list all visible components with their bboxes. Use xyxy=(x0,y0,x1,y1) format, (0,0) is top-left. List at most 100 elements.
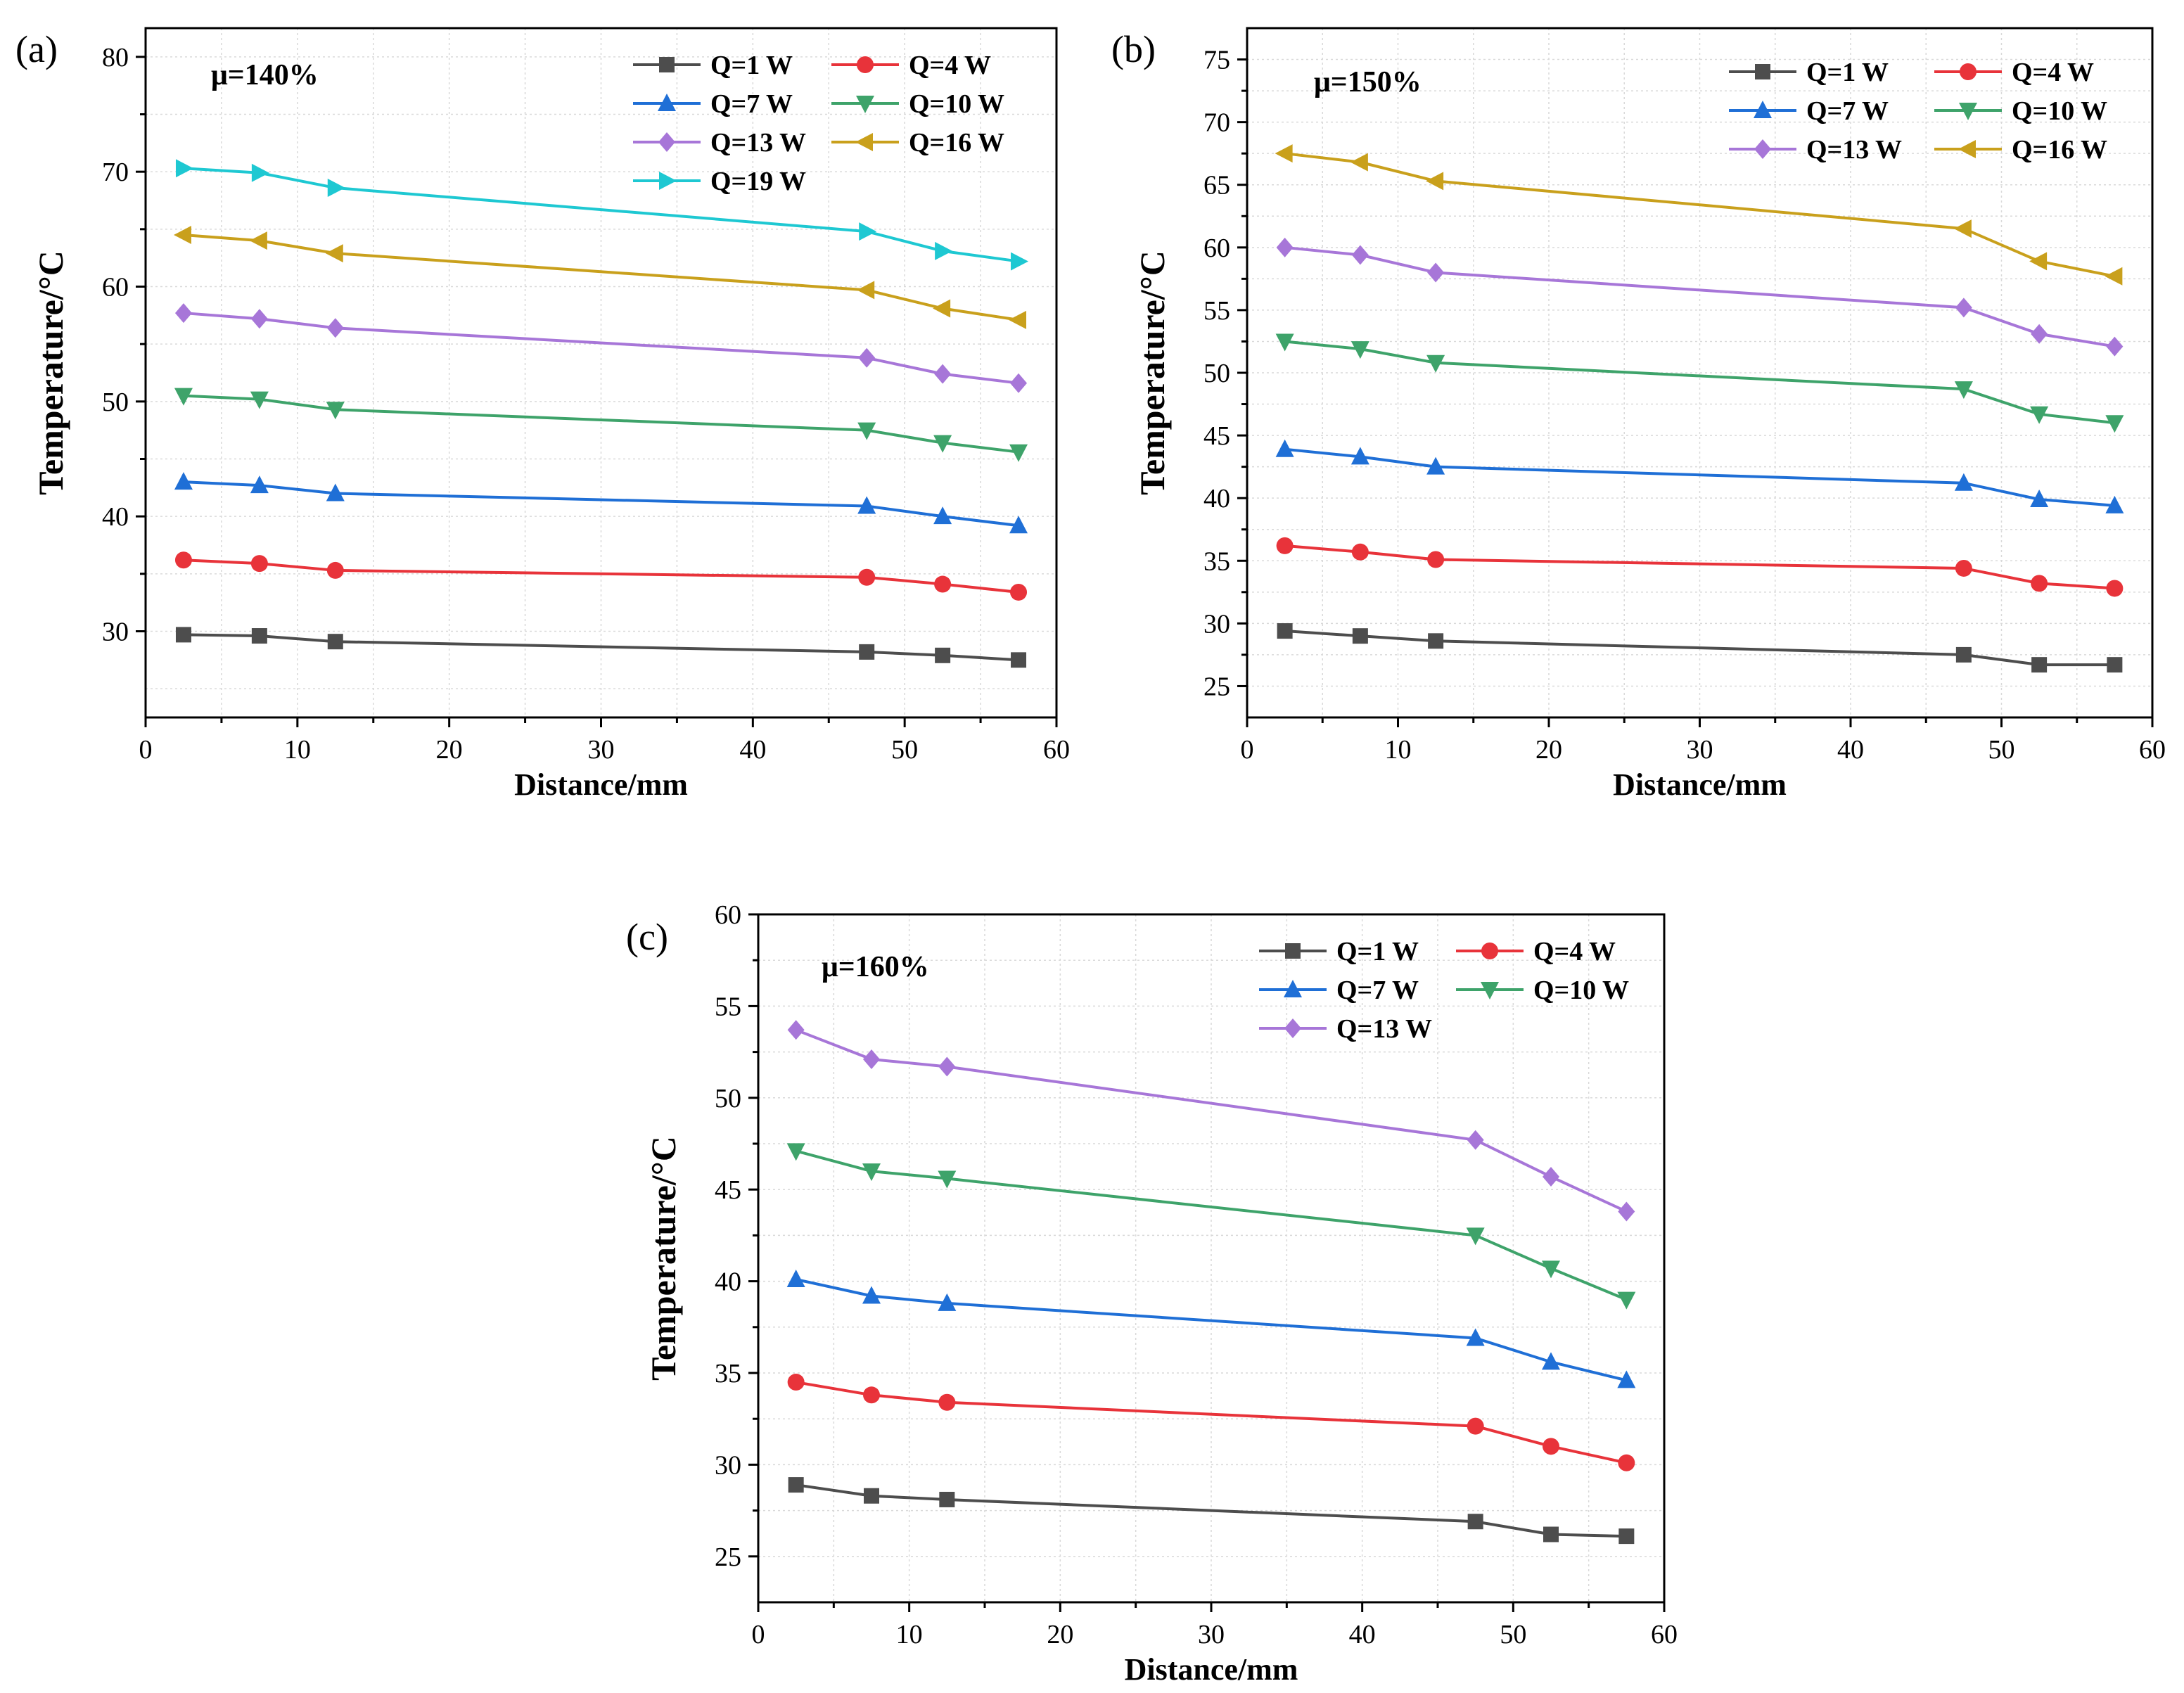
y-axis-label: Temperature/°C xyxy=(1132,250,1172,495)
series-q-7-w xyxy=(786,1269,1636,1388)
legend-marker xyxy=(1754,101,1772,118)
data-point xyxy=(326,483,345,501)
y-tick-label: 40 xyxy=(102,502,129,532)
legend-item: Q=10 W xyxy=(831,89,1004,119)
data-point xyxy=(934,364,952,384)
series-line xyxy=(183,167,1019,263)
data-point xyxy=(1543,1438,1559,1455)
legend-item: Q=16 W xyxy=(1934,135,2107,165)
data-point xyxy=(1009,444,1028,462)
series-q-4-w xyxy=(1276,537,2124,597)
x-tick-label: 40 xyxy=(1837,735,1864,765)
legend-label: Q=7 W xyxy=(1806,96,1889,126)
data-point xyxy=(2106,580,2124,597)
legend-label: Q=13 W xyxy=(710,128,806,158)
data-point xyxy=(1466,1227,1485,1246)
series-line xyxy=(796,1381,1627,1464)
legend-item: Q=13 W xyxy=(1729,135,1902,165)
data-point xyxy=(2031,657,2048,673)
data-point xyxy=(174,472,193,490)
data-point xyxy=(1350,153,1368,172)
data-point xyxy=(2031,575,2048,592)
y-tick-label: 60 xyxy=(715,900,741,930)
data-point xyxy=(325,244,343,263)
data-point xyxy=(863,1386,880,1404)
legend: Q=1 W Q=4 W Q=7 W Q=10 W Q=13 W Q=16 W Q=19 W xyxy=(633,51,1004,196)
data-point xyxy=(1009,516,1028,534)
x-tick-label: 20 xyxy=(1535,735,1562,765)
series-line xyxy=(796,1149,1628,1301)
data-point xyxy=(1275,144,1293,163)
legend-marker xyxy=(659,172,677,190)
series-q-10-w xyxy=(174,388,1028,462)
x-tick-label: 40 xyxy=(1349,1620,1376,1649)
data-point xyxy=(2030,406,2049,424)
data-point xyxy=(327,179,345,198)
panel-label: (a) xyxy=(15,28,58,70)
data-point xyxy=(2030,489,2049,507)
series-line xyxy=(183,633,1019,662)
series-line xyxy=(796,1278,1627,1382)
x-tick-label: 10 xyxy=(284,735,311,765)
data-point xyxy=(1427,551,1445,568)
legend-label: Q=10 W xyxy=(909,89,1004,119)
x-tick-label: 40 xyxy=(739,735,766,765)
x-tick-label: 30 xyxy=(1198,1620,1225,1649)
data-point xyxy=(1009,310,1027,329)
legend-label: Q=19 W xyxy=(710,167,806,196)
data-point xyxy=(173,226,191,244)
series-q-19-w xyxy=(175,159,1029,271)
data-point xyxy=(864,1488,879,1504)
series-line xyxy=(183,394,1019,454)
data-point xyxy=(1543,1166,1559,1187)
legend-item: Q=4 W xyxy=(1456,937,1616,966)
series-q-13-w xyxy=(787,1020,1635,1222)
data-point xyxy=(1618,1201,1635,1222)
data-point xyxy=(1011,252,1029,271)
data-point xyxy=(1954,473,1973,491)
series-line xyxy=(1284,340,2115,425)
legend-item: Q=4 W xyxy=(1934,58,2094,87)
data-point xyxy=(1276,537,1294,554)
legend-label: Q=16 W xyxy=(2012,135,2107,165)
data-point xyxy=(1955,646,1972,663)
legend-item: Q=4 W xyxy=(831,51,991,80)
legend-item: Q=7 W xyxy=(633,89,793,119)
data-point xyxy=(251,163,269,182)
y-tick-label: 25 xyxy=(715,1542,741,1572)
legend-item: Q=1 W xyxy=(1259,937,1419,966)
data-point xyxy=(1426,172,1444,191)
data-point xyxy=(1428,633,1444,649)
legend-label: Q=7 W xyxy=(710,89,793,119)
data-point xyxy=(938,1393,956,1411)
legend-marker xyxy=(1755,64,1770,79)
data-point xyxy=(326,318,344,338)
legend-marker xyxy=(1958,140,1976,158)
legend-marker xyxy=(856,96,874,113)
data-point xyxy=(251,628,267,644)
x-tick-label: 30 xyxy=(1687,735,1713,765)
legend-item: Q=1 W xyxy=(1729,58,1889,87)
series-line xyxy=(183,480,1019,528)
x-tick-label: 50 xyxy=(1500,1620,1526,1649)
data-point xyxy=(1350,341,1369,359)
series-q-1-w xyxy=(788,1477,1635,1545)
data-point xyxy=(1618,1454,1635,1471)
legend-label: Q=4 W xyxy=(2012,58,2094,87)
series-line xyxy=(183,558,1019,594)
legend-label: Q=16 W xyxy=(909,128,1004,158)
data-point xyxy=(857,422,876,440)
data-point xyxy=(1467,1130,1484,1150)
data-point xyxy=(1542,1260,1560,1279)
legend-marker xyxy=(857,56,874,73)
legend-label: Q=10 W xyxy=(1533,976,1629,1005)
data-point xyxy=(938,1056,956,1077)
data-point xyxy=(1953,219,1972,238)
x-tick-label: 60 xyxy=(1043,735,1070,765)
legend: Q=1 W Q=4 W Q=7 W Q=10 W Q=13 W xyxy=(1259,937,1629,1044)
series-q-10-w xyxy=(786,1143,1636,1310)
data-point xyxy=(1276,237,1294,257)
legend-item: Q=1 W xyxy=(633,51,793,80)
chart-panel-1: 0 10 20 30 40 50 60 30 40 50 60 70 80 Distance/mm Temp… xyxy=(15,27,1070,802)
data-point xyxy=(1618,1528,1635,1545)
